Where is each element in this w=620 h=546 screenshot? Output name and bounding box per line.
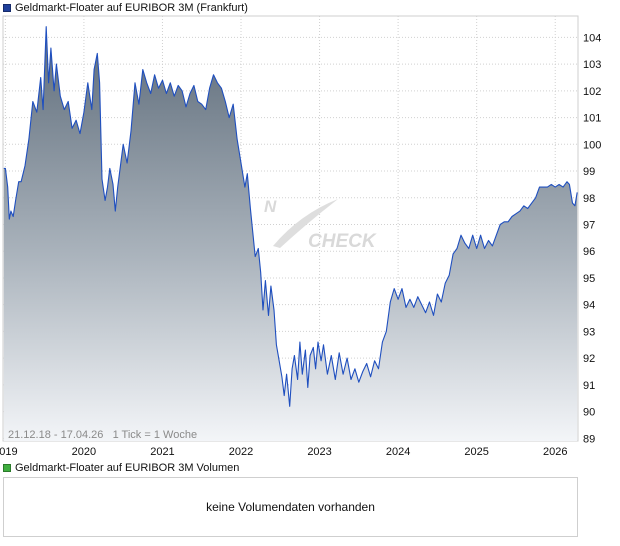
watermark: N CHECK — [264, 197, 377, 252]
date-range-info: 21.12.18 - 17.04.26 1 Tick = 1 Woche — [8, 429, 197, 441]
x-tick-label: 2023 — [307, 446, 331, 458]
no-volume-message: keine Volumendaten vorhanden — [206, 500, 375, 514]
y-tick-label: 99 — [583, 166, 595, 178]
x-tick-label: 2021 — [150, 446, 174, 458]
x-tick-label: 2025 — [464, 446, 488, 458]
y-tick-label: 92 — [583, 353, 595, 365]
price-legend-swatch — [3, 4, 11, 12]
y-tick-label: 103 — [583, 59, 601, 71]
y-tick-label: 91 — [583, 380, 595, 392]
y-tick-label: 89 — [583, 433, 595, 445]
x-tick-label: 2019 — [0, 446, 18, 458]
volume-legend: Geldmarkt-Floater auf EURIBOR 3M Volumen — [3, 461, 239, 475]
x-axis-ticks: 2019 2020 2021 2022 2023 2024 2025 2026 — [0, 446, 567, 458]
volume-legend-swatch — [3, 464, 11, 472]
price-area — [3, 26, 578, 441]
y-tick-label: 96 — [583, 246, 595, 258]
watermark-swoosh — [273, 199, 338, 248]
y-tick-label: 100 — [583, 139, 601, 151]
x-tick-label: 2020 — [72, 446, 96, 458]
y-tick-label: 95 — [583, 273, 595, 285]
price-legend: Geldmarkt-Floater auf EURIBOR 3M (Frankf… — [3, 1, 248, 15]
x-tick-label: 2024 — [386, 446, 410, 458]
y-axis-ticks: 89 90 91 92 93 94 95 96 97 98 99 100 101 102 103 104 — [583, 32, 601, 445]
y-tick-label: 102 — [583, 86, 601, 98]
volume-legend-label: Geldmarkt-Floater auf EURIBOR 3M Volumen — [15, 462, 240, 474]
watermark-left: N — [264, 197, 277, 216]
watermark-right: CHECK — [308, 231, 377, 252]
price-line — [3, 26, 578, 407]
price-chart: N CHECK 89 90 91 92 93 94 95 96 97 98 99 100 101 102 1… — [0, 15, 601, 458]
y-tick-label: 93 — [583, 326, 595, 338]
price-legend-label: Geldmarkt-Floater auf EURIBOR 3M (Frankf… — [15, 2, 248, 14]
y-tick-label: 101 — [583, 113, 601, 125]
y-tick-label: 90 — [583, 407, 595, 419]
y-tick-label: 98 — [583, 193, 595, 205]
x-tick-label: 2026 — [543, 446, 567, 458]
x-tick-label: 2022 — [229, 446, 253, 458]
volume-panel: keine Volumendaten vorhanden — [3, 477, 578, 537]
y-tick-label: 104 — [583, 32, 601, 44]
y-tick-label: 94 — [583, 300, 595, 312]
y-tick-label: 97 — [583, 219, 595, 231]
